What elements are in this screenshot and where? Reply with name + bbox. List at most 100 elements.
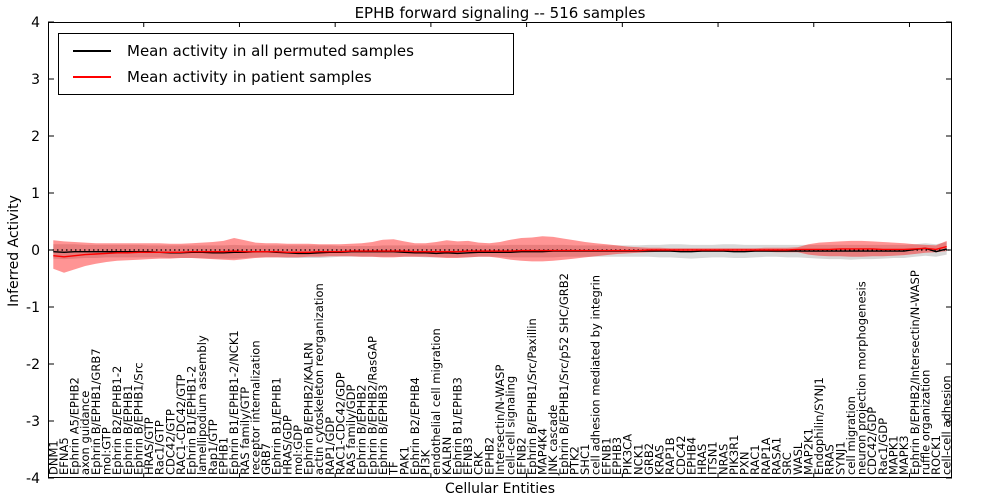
x-tick-label: CRK xyxy=(472,451,486,475)
x-tick-label: EPHB4 xyxy=(684,437,698,475)
x-tick-label: EFNA5 xyxy=(57,437,71,475)
x-tick-label: SRC xyxy=(780,452,794,475)
legend: Mean activity in all permuted samples Me… xyxy=(58,33,514,95)
x-tick-label: RAC1-CDC42/GTP xyxy=(174,374,188,475)
x-tick-label: HRAS/GTP xyxy=(142,417,156,475)
chart-title: EPHB forward signaling -- 516 samples xyxy=(354,4,646,22)
x-tick-label: Ephrin B/EPHB3 xyxy=(376,384,390,475)
x-tick-label: RAC1 xyxy=(748,444,762,475)
patient-range-band xyxy=(53,236,947,273)
x-tick-label: GRB2 xyxy=(642,443,656,475)
y-tick-label: 4 xyxy=(31,15,40,31)
x-tick-label: KALRN xyxy=(440,437,454,475)
y-tick-label: 1 xyxy=(31,186,40,202)
y-tick-label: 3 xyxy=(31,72,40,88)
x-tick-label: cell-cell adhesion xyxy=(940,375,954,475)
y-tick-label: 2 xyxy=(31,129,40,145)
x-tick-label: RRAS xyxy=(823,444,837,475)
x-tick-label: SHC1 xyxy=(578,444,592,475)
x-tick-label: Endophilin/SYNJ1 xyxy=(812,377,826,475)
x-tick-label: Ephrin B/EPHB1/GRB7 xyxy=(89,348,103,475)
x-tick-label: Ephrin B/EPHB1/Src/Paxillin xyxy=(525,318,539,475)
x-tick-label: ROCK1 xyxy=(929,435,943,475)
x-tick-label: EPHB1 xyxy=(217,437,231,475)
x-tick-label: Ephrin B/EPHB1/Src/p52 SHC/GRB2 xyxy=(557,273,571,475)
x-tick-label: Ephrin B1/EPHB1-2 xyxy=(185,366,199,475)
x-tick-label: CDC42 xyxy=(674,435,688,475)
x-tick-label: KRAS xyxy=(653,445,667,475)
x-tick-label: RASA1 xyxy=(770,437,784,475)
x-tick-label: neuron projection morphogenesis xyxy=(855,281,869,475)
x-tick-label: mol:GDP xyxy=(291,425,305,475)
x-axis-label: Cellular Entities xyxy=(444,481,556,497)
x-tick-label: RAP1B xyxy=(663,437,677,475)
x-tick-label: Ephrin B1/EPHB1-2/NCK1 xyxy=(227,330,241,475)
x-tick-label: MAPK3 xyxy=(897,435,911,475)
x-tick-label: Rap1/GTP xyxy=(206,419,220,475)
x-tick-label: PIK3CA xyxy=(621,434,635,475)
x-tick-label: PXN xyxy=(738,452,752,475)
x-tick-label: Ephrin B/EPHB1 xyxy=(121,384,135,475)
x-tick-label: cell-cell signaling xyxy=(504,376,518,475)
x-tick-label: Intersectin/N-WASP xyxy=(493,365,507,475)
x-tick-label: EFNB3 xyxy=(461,437,475,475)
y-tick-label: -4 xyxy=(26,471,40,487)
x-tick-label: MAP2K1 xyxy=(801,428,815,475)
x-tick-label: PI3K xyxy=(419,449,433,475)
x-tick-label: Ephrin A5/EPHB2 xyxy=(68,377,82,475)
x-tick-label: axon guidance xyxy=(78,391,92,475)
x-tick-label: Ephrin B1/EPHB1 xyxy=(270,377,284,475)
x-tick-label: SYNJ1 xyxy=(833,441,847,475)
x-tick-label: cell migration xyxy=(844,396,858,475)
legend-permuted-line-icon xyxy=(73,50,111,52)
x-tick-label: CDC42/GTP xyxy=(163,409,177,475)
x-tick-label: RAC1-CDC42/GDP xyxy=(334,372,348,475)
legend-entry-patient: Mean activity in patient samples xyxy=(59,68,513,86)
x-tick-label: receptor internalization xyxy=(248,340,262,475)
x-tick-label: lamellipodium assembly xyxy=(195,335,209,475)
y-tick-label: -3 xyxy=(26,414,40,430)
x-tick-label: endothelial cell migration xyxy=(429,328,443,475)
x-tick-label: PAK1 xyxy=(397,446,411,475)
x-tick-label: HRAS/GDP xyxy=(280,415,294,475)
x-tick-label: Ephrin B/EPHB2 xyxy=(355,384,369,475)
x-tick-label: actin cytoskeleton reorganization xyxy=(312,283,326,475)
x-tick-label: PIK3R1 xyxy=(727,435,741,476)
x-tick-label: Ephrin B/EPHB2/KALRN xyxy=(302,342,316,475)
x-tick-label: Ephrin B2/EPHB4 xyxy=(408,377,422,475)
x-tick-label: MAP4K4 xyxy=(536,428,550,475)
x-tick-label: EPHB3 xyxy=(610,437,624,475)
x-tick-label: Ephrin B2/EPHB1-2 xyxy=(110,366,124,475)
x-tick-label: EFNB1 xyxy=(599,437,613,475)
x-tick-label: Ephrin B/EPHB2/Intersectin/N-WASP xyxy=(908,270,922,475)
x-tick-label: mol:GTP xyxy=(100,427,114,475)
x-tick-label: GRB7 xyxy=(259,443,273,475)
x-tick-label: DNM1 xyxy=(46,440,60,475)
x-tick-label: HRAS xyxy=(695,444,709,475)
x-tick-label: MAPK1 xyxy=(887,435,901,475)
x-tick-label: RAS family/GDP xyxy=(344,385,358,475)
y-axis-label: Inferred Activity xyxy=(6,195,22,307)
x-tick-label: PTK2 xyxy=(567,446,581,475)
legend-entry-permuted: Mean activity in all permuted samples xyxy=(59,42,513,60)
x-tick-label: JNK cascade xyxy=(546,405,560,476)
legend-patient-label: Mean activity in patient samples xyxy=(127,68,372,86)
x-tick-label: Ephrin B1/EPHB3 xyxy=(451,377,465,475)
y-tick-label: -1 xyxy=(26,300,40,316)
x-tick-label: Ephrin B/EPHB2/RasGAP xyxy=(365,336,379,475)
x-tick-label: EFNB2 xyxy=(514,437,528,475)
x-tick-label: Ephrin B/EPHB1/Src xyxy=(131,362,145,475)
x-tick-label: TF xyxy=(387,461,401,476)
x-tick-label: ruffle organization xyxy=(918,370,932,475)
x-tick-label: ITSN1 xyxy=(706,441,720,475)
x-tick-label: RAP1A xyxy=(759,437,773,475)
x-tick-label: cell adhesion mediated by integrin xyxy=(589,275,603,475)
x-tick-label: NCK1 xyxy=(631,444,645,476)
legend-permuted-label: Mean activity in all permuted samples xyxy=(127,42,414,60)
patient-mean-line xyxy=(53,245,947,258)
y-tick-label: 0 xyxy=(31,243,40,259)
y-tick-label: -2 xyxy=(26,357,40,373)
x-tick-label: CDC42/GDP xyxy=(865,407,879,475)
